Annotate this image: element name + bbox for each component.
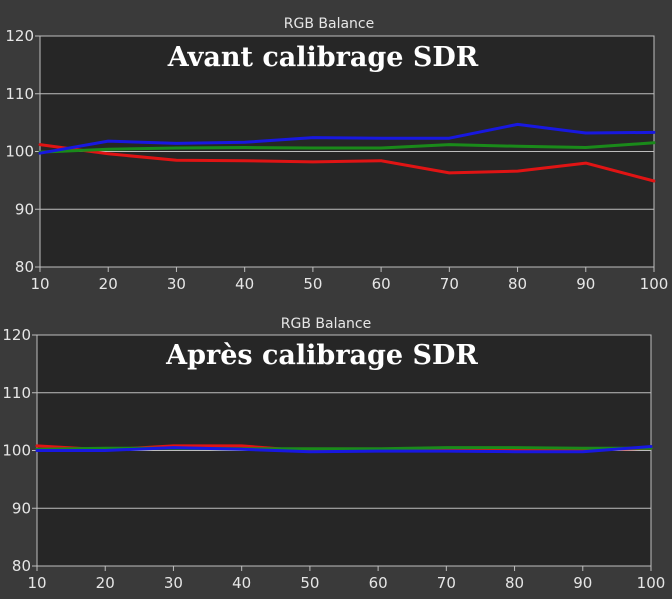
x-tick-label: 10 <box>30 275 49 293</box>
x-tick-label: 40 <box>235 275 254 293</box>
x-tick-label: 30 <box>164 574 183 592</box>
x-tick-label: 80 <box>508 275 527 293</box>
chart-annotation: Après calibrage SDR <box>165 340 478 371</box>
x-tick-label: 70 <box>440 275 459 293</box>
y-tick-label: 120 <box>2 326 31 344</box>
y-tick-label: 90 <box>12 499 31 517</box>
y-tick-label: 90 <box>15 200 34 218</box>
x-tick-label: 40 <box>232 574 251 592</box>
chart-title: RGB Balance <box>281 316 371 332</box>
axis-ticks: 80 90 100 110 120 10 20 30 40 50 60 70 80 90 100 <box>5 27 668 293</box>
x-tick-label: 60 <box>369 574 388 592</box>
x-tick-label: 20 <box>99 275 118 293</box>
x-tick-label: 50 <box>300 574 319 592</box>
x-tick-label: 80 <box>505 574 524 592</box>
chart-annotation: Avant calibrage SDR <box>167 42 479 73</box>
y-tick-label: 110 <box>5 85 34 103</box>
series-line-green <box>38 141 656 154</box>
y-tick-label: 80 <box>12 557 31 575</box>
series-lines <box>38 122 656 183</box>
x-tick-label: 100 <box>640 275 669 293</box>
y-tick-label: 100 <box>2 442 31 460</box>
y-tick-label: 110 <box>2 384 31 402</box>
x-tick-label: 70 <box>437 574 456 592</box>
gridlines <box>40 93 654 210</box>
series-line-blue <box>38 122 656 155</box>
series-line-blue <box>35 445 653 454</box>
x-tick-label: 50 <box>303 275 322 293</box>
x-tick-label: 10 <box>27 574 46 592</box>
axis-ticks: 80 90 100 110 120 10 20 30 40 50 60 70 80 90 100 <box>2 326 665 592</box>
y-tick-label: 80 <box>15 258 34 276</box>
x-tick-label: 100 <box>637 574 666 592</box>
x-tick-label: 90 <box>573 574 592 592</box>
x-tick-label: 60 <box>372 275 391 293</box>
chart-title: RGB Balance <box>284 16 374 32</box>
y-tick-label: 100 <box>5 143 34 161</box>
x-tick-label: 90 <box>576 275 595 293</box>
series-line-red <box>38 143 656 183</box>
x-tick-label: 20 <box>96 574 115 592</box>
series-lines <box>35 444 653 454</box>
x-tick-label: 30 <box>167 275 186 293</box>
y-tick-label: 120 <box>5 27 34 45</box>
